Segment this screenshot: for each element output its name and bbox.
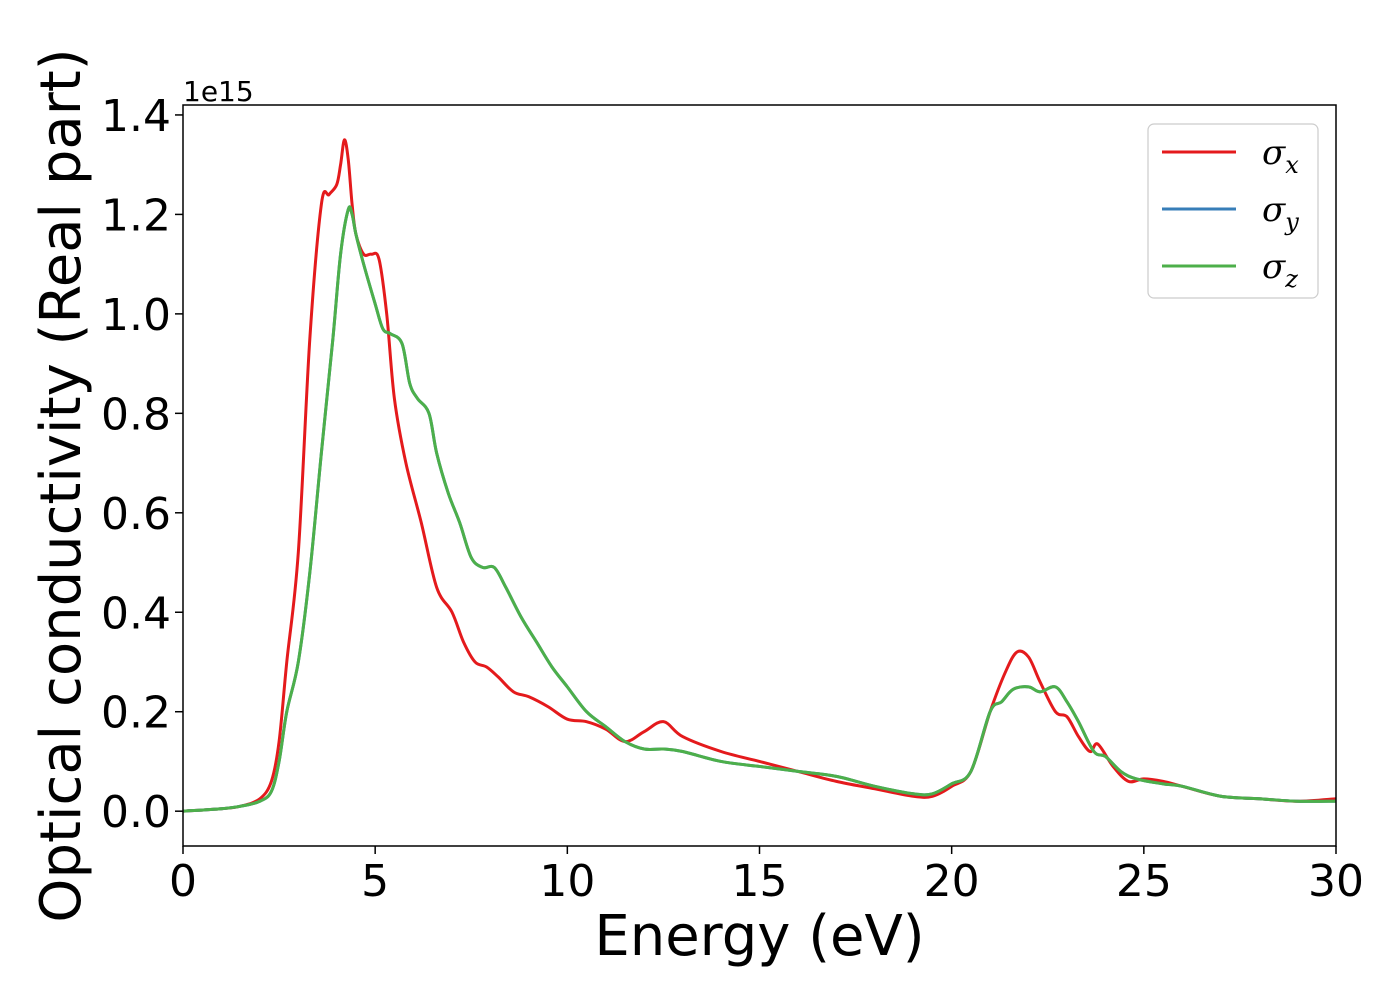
x-axis: 0 5 10 15 20 25 30	[169, 846, 1364, 907]
y-offset-label: 1e15	[183, 75, 254, 108]
legend-label-z: σz	[1262, 247, 1298, 293]
x-tick-label: 0	[169, 856, 197, 907]
legend: σx σy σz	[1147, 123, 1319, 299]
series-layer	[183, 138, 1336, 813]
y-tick-label: 0.4	[101, 588, 171, 639]
y-tick-label: 1.4	[101, 91, 171, 142]
y-tick-label: 0.0	[101, 787, 171, 838]
x-tick-label: 10	[539, 856, 595, 907]
legend-label-y: σy	[1262, 190, 1299, 236]
y-axis: 0.0 0.2 0.4 0.6 0.8 1.0 1.2 1.4	[101, 91, 183, 838]
y-tick-label: 1.2	[101, 190, 171, 241]
y-axis-label: Optical conductivity (Real part)	[29, 48, 94, 922]
x-tick-label: 25	[1116, 856, 1172, 907]
series-line-x	[183, 138, 1336, 813]
y-tick-label: 1.0	[101, 290, 171, 341]
x-tick-label: 15	[732, 856, 788, 907]
y-tick-label: 0.8	[101, 389, 171, 440]
x-tick-label: 20	[924, 856, 980, 907]
y-tick-label: 0.6	[101, 489, 171, 540]
x-axis-label: Energy (eV)	[594, 904, 924, 969]
x-tick-label: 5	[361, 856, 389, 907]
legend-box	[1147, 123, 1319, 299]
series-line-z	[183, 205, 1336, 813]
x-tick-label: 30	[1308, 856, 1364, 907]
y-tick-label: 0.2	[101, 688, 171, 739]
legend-label-x: σx	[1262, 133, 1299, 179]
